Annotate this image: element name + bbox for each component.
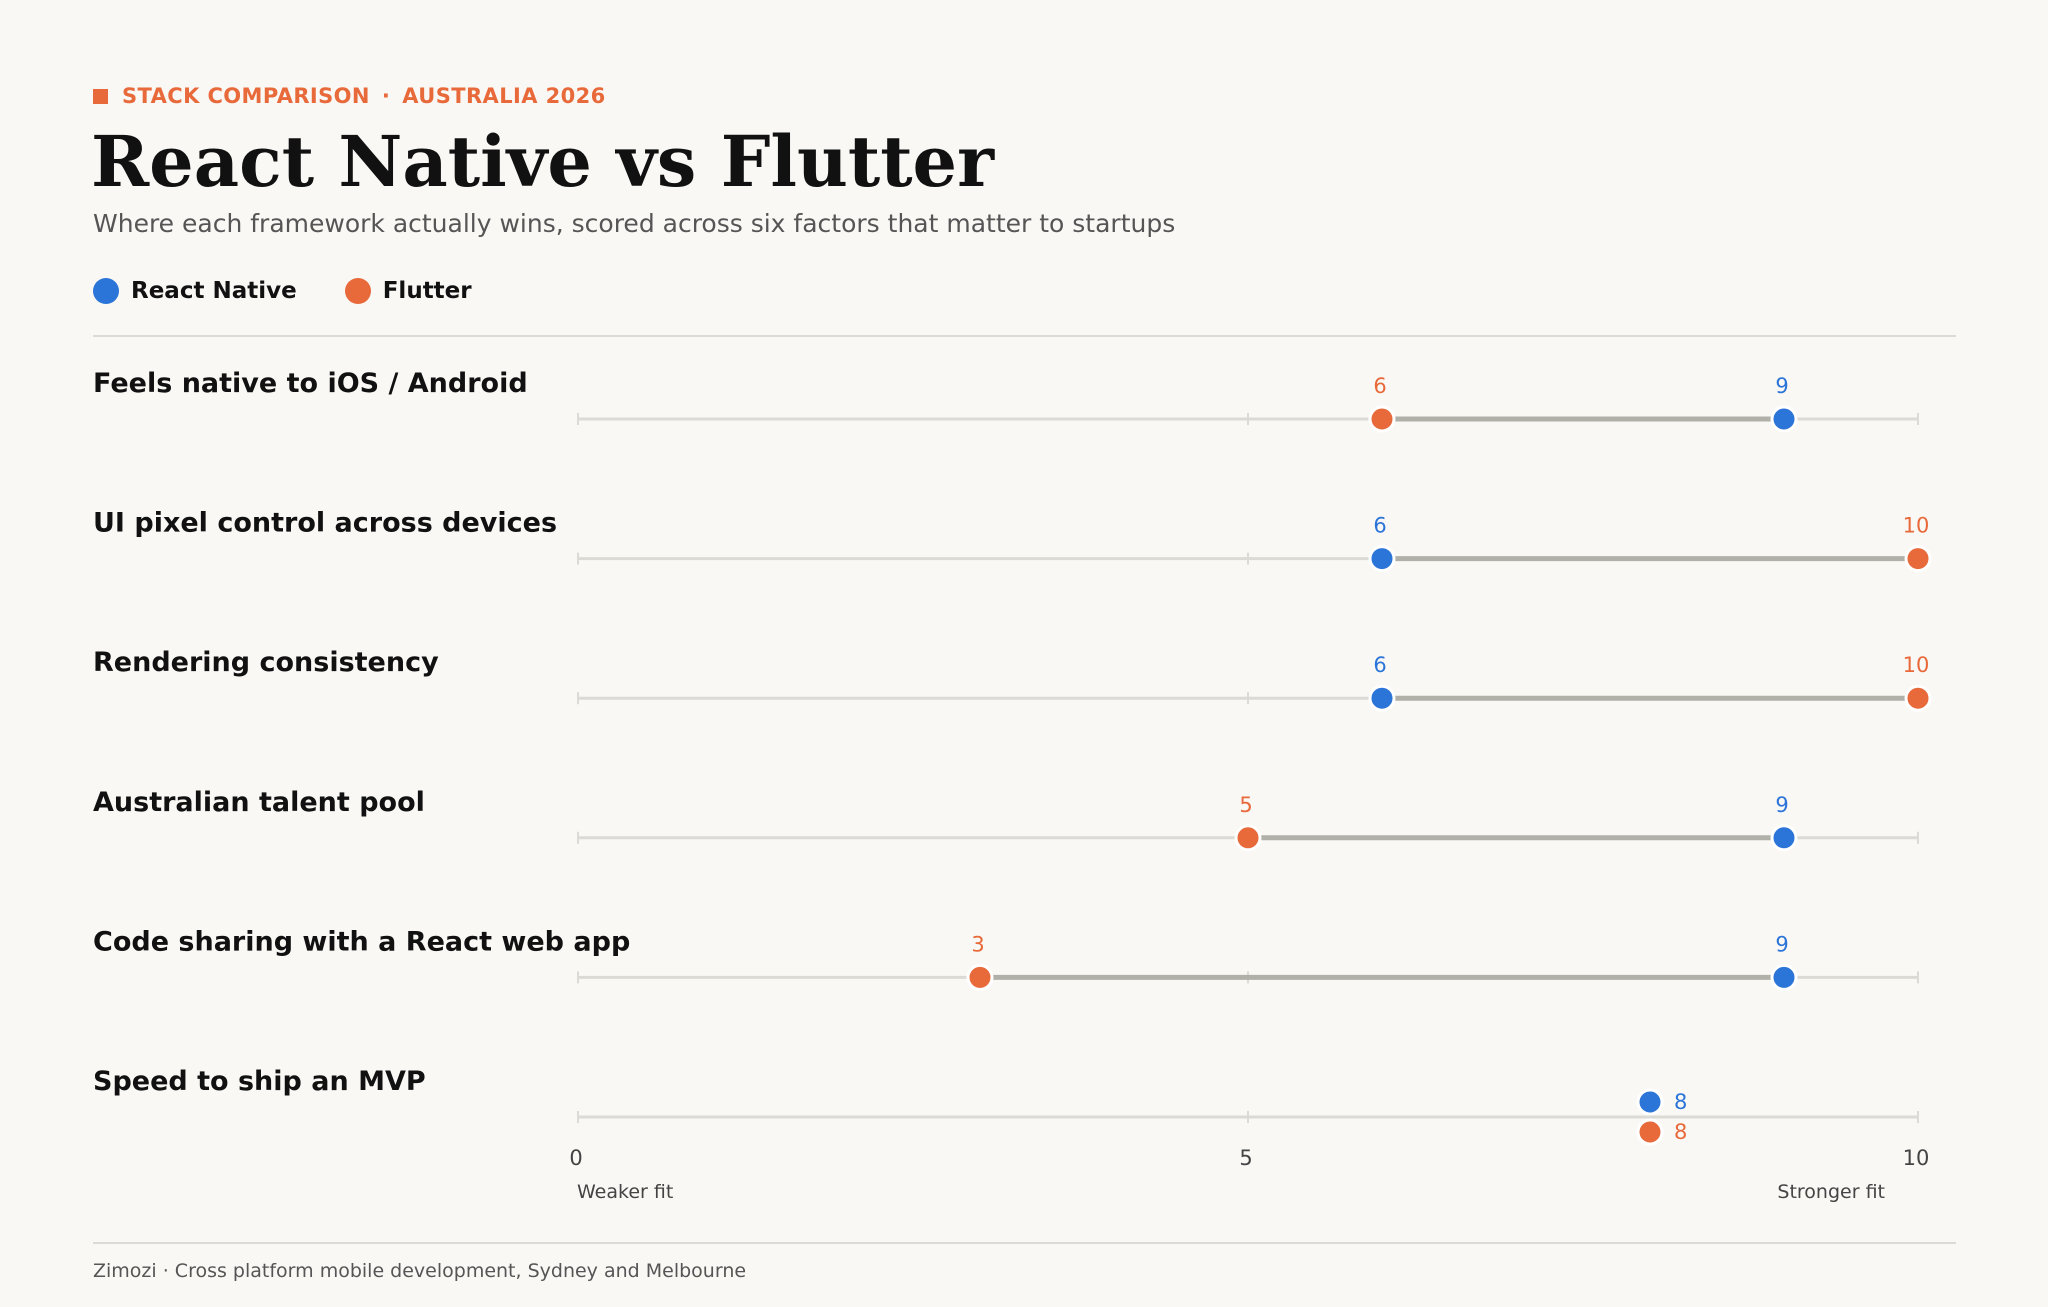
point-react-native bbox=[1636, 1088, 1664, 1116]
point-react-native bbox=[1770, 405, 1798, 433]
row-label: UI pixel control across devices bbox=[93, 508, 557, 539]
top-divider bbox=[93, 335, 1956, 337]
value-label-flutter: 10 bbox=[1903, 653, 1930, 677]
axis-label-stronger: Stronger fit bbox=[1777, 1181, 1885, 1203]
point-react-native bbox=[1770, 963, 1798, 991]
value-label-flutter: 3 bbox=[971, 932, 984, 956]
row-label: Feels native to iOS / Android bbox=[93, 368, 528, 399]
value-label-flutter: 10 bbox=[1903, 514, 1930, 538]
legend-item-react-native: React Native bbox=[93, 278, 297, 304]
legend-item-flutter: Flutter bbox=[344, 278, 472, 304]
value-label-react-native: 9 bbox=[1775, 374, 1788, 398]
point-flutter bbox=[1904, 684, 1932, 712]
point-flutter bbox=[1904, 545, 1932, 573]
page-title: React Native vs Flutter bbox=[91, 120, 994, 203]
x-tick-label: 10 bbox=[1903, 1146, 1930, 1170]
point-react-native bbox=[1770, 824, 1798, 852]
x-tick-label: 0 bbox=[569, 1146, 582, 1170]
row-label: Rendering consistency bbox=[93, 647, 439, 678]
legend-label-react-native: React Native bbox=[131, 278, 297, 304]
kicker: STACK COMPARISON · AUSTRALIA 2026 bbox=[93, 84, 606, 108]
point-react-native bbox=[1368, 684, 1396, 712]
legend-swatch-react-native bbox=[93, 278, 119, 304]
x-tick-label: 5 bbox=[1239, 1146, 1252, 1170]
value-label-react-native: 9 bbox=[1775, 932, 1788, 956]
kicker-square-icon bbox=[93, 88, 108, 104]
axis-label-weaker: Weaker fit bbox=[577, 1181, 673, 1203]
point-flutter bbox=[966, 963, 994, 991]
bottom-divider bbox=[93, 1242, 1956, 1244]
point-react-native bbox=[1368, 545, 1396, 573]
point-flutter bbox=[1368, 405, 1396, 433]
legend-label-flutter: Flutter bbox=[382, 278, 472, 304]
row-label: Code sharing with a React web app bbox=[93, 926, 630, 957]
footer-credit: Zimozi · Cross platform mobile developme… bbox=[93, 1260, 747, 1282]
point-flutter bbox=[1234, 824, 1262, 852]
value-label-react-native: 9 bbox=[1775, 793, 1788, 817]
value-label-react-native: 6 bbox=[1373, 514, 1386, 538]
legend-swatch-flutter bbox=[344, 278, 371, 304]
point-flutter bbox=[1636, 1118, 1664, 1146]
row-label: Speed to ship an MVP bbox=[93, 1066, 426, 1097]
value-label-react-native: 6 bbox=[1373, 653, 1386, 677]
kicker-left: STACK COMPARISON bbox=[122, 84, 370, 108]
row-label: Australian talent pool bbox=[93, 787, 425, 818]
value-label-react-native: 8 bbox=[1674, 1090, 1687, 1114]
value-label-flutter: 6 bbox=[1373, 374, 1386, 398]
page-subtitle: Where each framework actually wins, scor… bbox=[93, 209, 1176, 238]
legend: React Native Flutter bbox=[93, 278, 520, 304]
kicker-separator: · bbox=[381, 84, 391, 108]
value-label-flutter: 5 bbox=[1239, 793, 1252, 817]
value-label-flutter: 8 bbox=[1674, 1120, 1687, 1144]
kicker-right: AUSTRALIA 2026 bbox=[402, 84, 606, 108]
